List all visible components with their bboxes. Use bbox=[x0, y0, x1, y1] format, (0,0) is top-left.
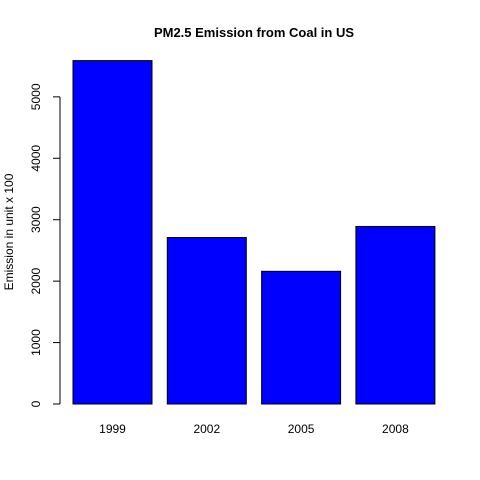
y-tick-label-5000: 5000 bbox=[29, 83, 43, 110]
x-tick-label-2005: 2005 bbox=[288, 422, 315, 436]
y-tick-label-0: 0 bbox=[29, 400, 43, 407]
y-axis: 0 1000 2000 3000 4000 5000 bbox=[29, 83, 61, 407]
x-axis-labels: 1999 2002 2005 2008 bbox=[99, 422, 409, 436]
bar-2008 bbox=[355, 225, 436, 405]
y-tick-label-4000: 4000 bbox=[29, 145, 43, 172]
y-axis-title: Emission in unit x 100 bbox=[2, 173, 16, 290]
x-tick-label-2002: 2002 bbox=[193, 422, 220, 436]
bar-1999 bbox=[72, 60, 153, 405]
y-tick-label-2000: 2000 bbox=[29, 267, 43, 294]
bar-2005 bbox=[261, 270, 342, 405]
y-tick-label-1000: 1000 bbox=[29, 329, 43, 356]
chart-title: PM2.5 Emission from Coal in US bbox=[154, 25, 354, 40]
x-tick-label-1999: 1999 bbox=[99, 422, 126, 436]
x-tick-label-2008: 2008 bbox=[382, 422, 409, 436]
y-tick-label-3000: 3000 bbox=[29, 206, 43, 233]
bar-2002 bbox=[166, 237, 247, 405]
bars-group bbox=[72, 60, 436, 405]
